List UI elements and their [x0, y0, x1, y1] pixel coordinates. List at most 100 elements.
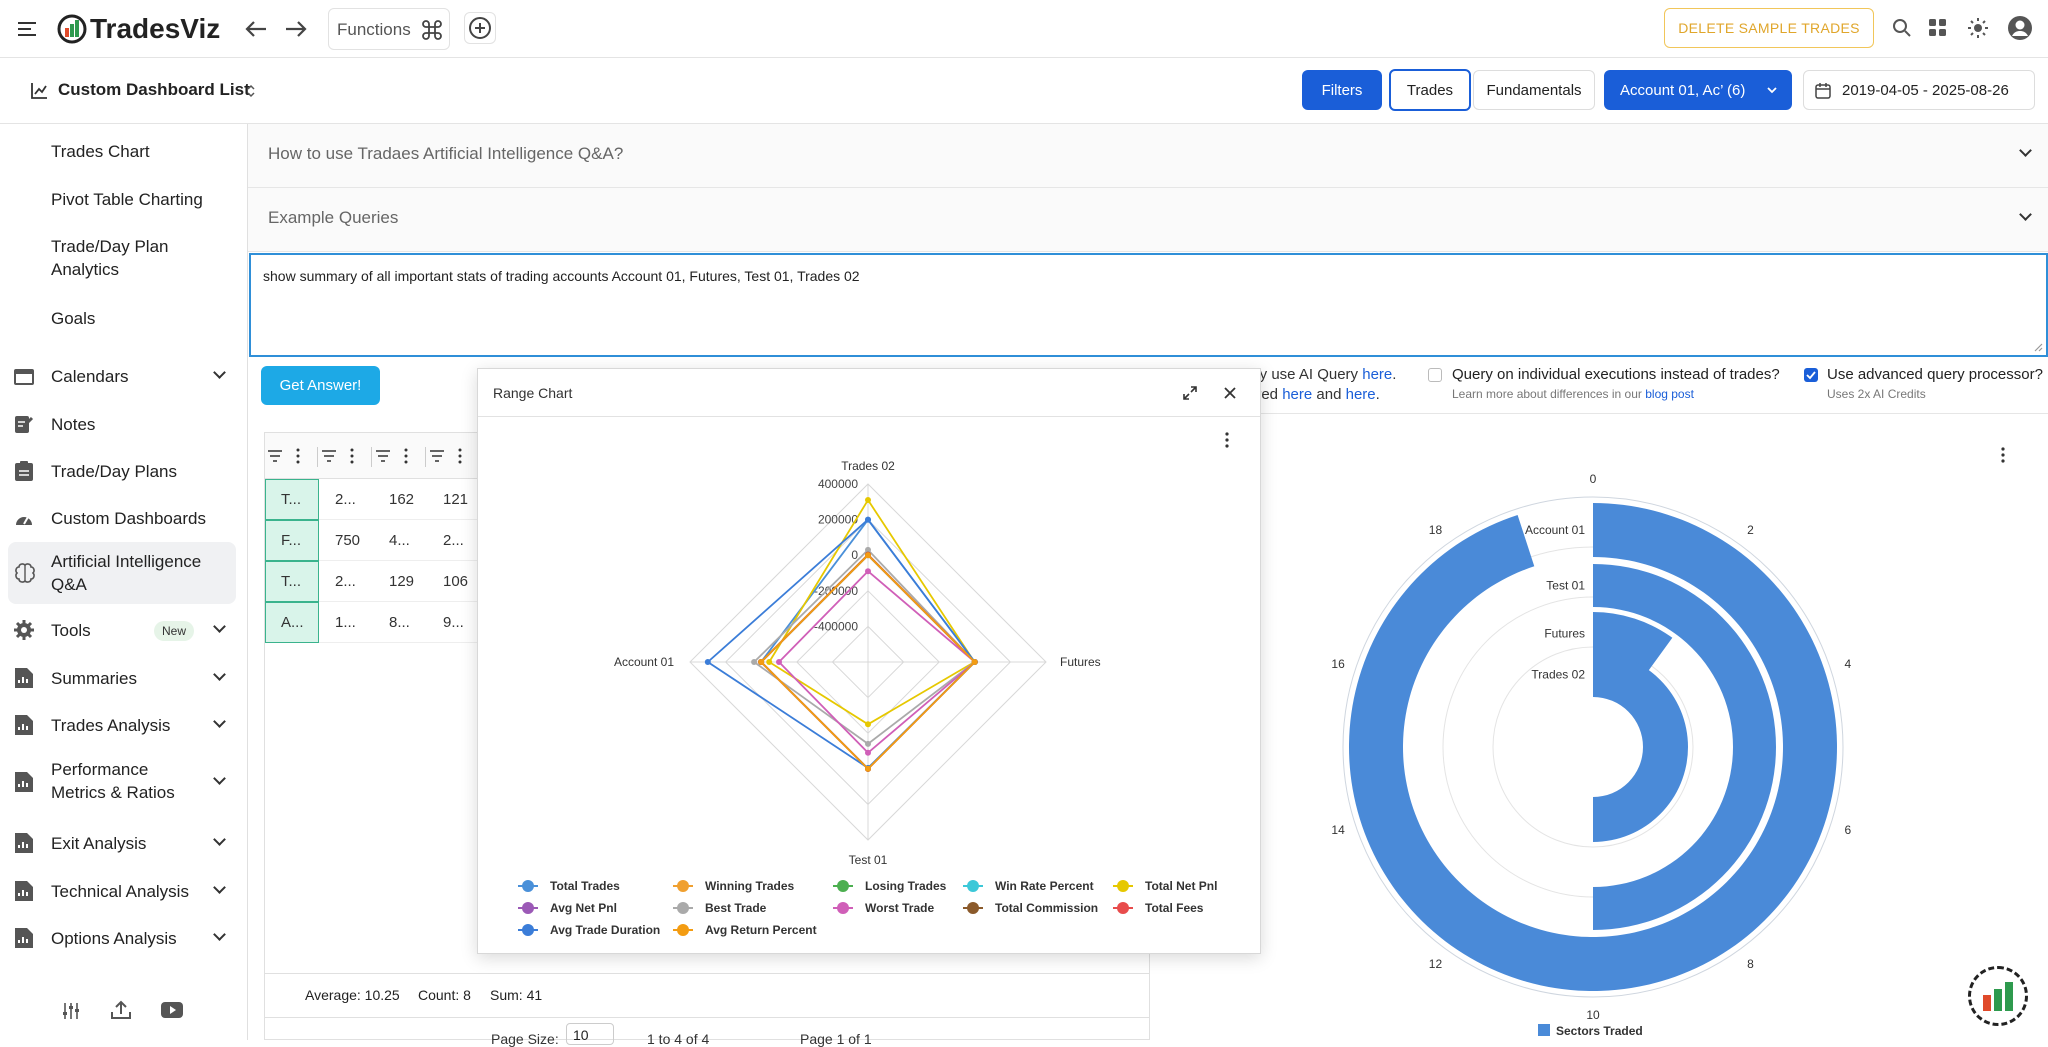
sidebar-item-custom-dashboards[interactable]: Custom Dashboards: [0, 496, 248, 540]
sliders-icon[interactable]: [60, 1000, 82, 1022]
sidebar-item-pivot-table[interactable]: Pivot Table Charting: [51, 190, 203, 209]
table-cell[interactable]: 2...: [335, 491, 356, 508]
accordion-example-queries[interactable]: Example Queries: [248, 188, 2048, 252]
advanced-label[interactable]: Use advanced query processor?: [1827, 366, 2043, 383]
sidebar-item-options-analysis[interactable]: Options Analysis: [0, 916, 248, 960]
account-select[interactable]: Account 01, Ac’ (6): [1604, 70, 1792, 110]
legend-item[interactable]: Winning Trades: [673, 879, 794, 893]
legend-item[interactable]: Worst Trade: [833, 901, 934, 915]
page-size-select[interactable]: 10: [566, 1023, 614, 1045]
sidebar-item-tools[interactable]: Tools New: [0, 608, 248, 652]
info-link-1[interactable]: here: [1282, 386, 1313, 403]
radar-data-point[interactable]: [865, 516, 871, 523]
column-separator[interactable]: [371, 447, 372, 467]
table-cell[interactable]: 1...: [335, 614, 356, 631]
radar-data-point[interactable]: [865, 749, 871, 756]
radar-data-point[interactable]: [971, 659, 978, 665]
radial-bar[interactable]: [1593, 564, 1776, 930]
radar-data-point[interactable]: [865, 765, 871, 772]
table-cell-name[interactable]: T...: [265, 561, 319, 602]
radar-data-point[interactable]: [766, 659, 773, 665]
radar-data-point[interactable]: [776, 659, 782, 665]
sidebar-item-trades-analysis[interactable]: Trades Analysis: [0, 703, 248, 747]
table-cell-name[interactable]: A...: [265, 602, 319, 643]
upload-icon[interactable]: [110, 999, 132, 1021]
table-cell[interactable]: 4...: [389, 532, 410, 549]
ai-query-link[interactable]: here: [1362, 366, 1393, 383]
column-filter-icon[interactable]: [321, 447, 361, 467]
radar-data-point[interactable]: [865, 552, 871, 559]
column-filter-icon[interactable]: [429, 447, 469, 467]
app-name[interactable]: TradesViz: [90, 13, 221, 44]
add-circle-icon[interactable]: [464, 12, 496, 44]
legend-item[interactable]: Losing Trades: [833, 879, 946, 893]
sidebar-item-plan-analytics[interactable]: Trade/Day Plan Analytics: [51, 237, 169, 279]
user-avatar-icon[interactable]: [2006, 14, 2034, 42]
column-separator[interactable]: [317, 447, 318, 467]
table-cell[interactable]: 106: [443, 573, 469, 590]
filters-button[interactable]: Filters: [1302, 70, 1382, 110]
chart-menu-kebab-icon[interactable]: [1220, 429, 1234, 451]
radar-data-point[interactable]: [865, 546, 871, 553]
legend-item[interactable]: Total Commission: [963, 901, 1098, 915]
table-cell-name[interactable]: T...: [265, 479, 319, 520]
sidebar-item-trades-chart[interactable]: Trades Chart: [51, 142, 150, 161]
functions-button[interactable]: Functions: [328, 8, 450, 50]
youtube-icon[interactable]: [160, 1000, 184, 1020]
legend-item[interactable]: Avg Net Pnl: [518, 901, 617, 915]
sidebar-item-summaries[interactable]: Summaries: [0, 656, 248, 700]
sidebar-item-technical-analysis[interactable]: Technical Analysis: [0, 869, 248, 913]
sidebar-item-goals[interactable]: Goals: [51, 309, 96, 328]
dashboard-list-title[interactable]: Custom Dashboard List: [58, 80, 250, 99]
table-cell[interactable]: 750: [335, 532, 361, 549]
resize-handle-icon[interactable]: [2032, 341, 2044, 353]
delete-sample-trades-button[interactable]: DELETE SAMPLE TRADES: [1664, 8, 1874, 48]
legend-label[interactable]: Sectors Traded: [1556, 1024, 1643, 1038]
info-link-2[interactable]: here: [1345, 386, 1376, 403]
radial-bar[interactable]: [1593, 652, 1688, 842]
radar-data-point[interactable]: [865, 497, 871, 504]
forward-arrow-icon[interactable]: [282, 16, 310, 42]
radar-data-point[interactable]: [865, 740, 871, 747]
sidebar-item-performance-metrics[interactable]: Performance Metrics & Ratios: [0, 750, 248, 814]
radar-series-line[interactable]: [706, 518, 977, 770]
back-arrow-icon[interactable]: [242, 16, 270, 42]
table-cell[interactable]: 121: [443, 491, 469, 508]
radial-bar[interactable]: [1593, 612, 1673, 673]
table-cell[interactable]: 2...: [335, 573, 356, 590]
table-cell[interactable]: 129: [389, 573, 415, 590]
table-cell[interactable]: 9...: [443, 614, 464, 631]
legend-item[interactable]: Total Trades: [518, 879, 620, 893]
executions-checkbox[interactable]: [1428, 368, 1442, 382]
table-cell-name[interactable]: F...: [265, 520, 319, 561]
sidebar-item-ai-qa[interactable]: Artificial Intelligence Q&A: [8, 542, 236, 604]
apps-grid-icon[interactable]: [1926, 16, 1950, 40]
column-filter-icon[interactable]: [267, 447, 307, 467]
hamburger-menu-icon[interactable]: [16, 18, 38, 40]
accordion-how-to-use[interactable]: How to use Tradaes Artificial Intelligen…: [248, 124, 2048, 188]
legend-item[interactable]: Best Trade: [673, 901, 766, 915]
theme-sun-icon[interactable]: [1966, 16, 1990, 40]
table-cell[interactable]: 8...: [389, 614, 410, 631]
query-textarea[interactable]: show summary of all important stats of t…: [249, 253, 2048, 357]
legend-item[interactable]: Total Net Pnl: [1113, 879, 1217, 893]
search-icon[interactable]: [1890, 16, 1914, 40]
blog-post-link[interactable]: blog post: [1645, 387, 1694, 401]
get-answer-button[interactable]: Get Answer!: [261, 366, 380, 405]
help-widget-icon[interactable]: [1968, 966, 2028, 1026]
table-cell[interactable]: 2...: [443, 532, 464, 549]
radar-data-point[interactable]: [865, 721, 871, 728]
column-filter-icon[interactable]: [375, 447, 415, 467]
sidebar-item-exit-analysis[interactable]: Exit Analysis: [0, 821, 248, 865]
radar-data-point[interactable]: [758, 659, 765, 665]
radar-data-point[interactable]: [865, 568, 871, 575]
radar-series-line[interactable]: [767, 498, 976, 726]
sidebar-item-calendars[interactable]: Calendars: [0, 354, 248, 398]
close-icon[interactable]: [1220, 383, 1240, 403]
fundamentals-tab-button[interactable]: Fundamentals: [1473, 70, 1595, 110]
legend-item[interactable]: Avg Return Percent: [673, 923, 817, 937]
radar-data-point[interactable]: [751, 659, 758, 665]
sidebar-item-notes[interactable]: Notes: [0, 402, 248, 446]
legend-item[interactable]: Avg Trade Duration: [518, 923, 660, 937]
advanced-checkbox[interactable]: [1804, 368, 1818, 382]
